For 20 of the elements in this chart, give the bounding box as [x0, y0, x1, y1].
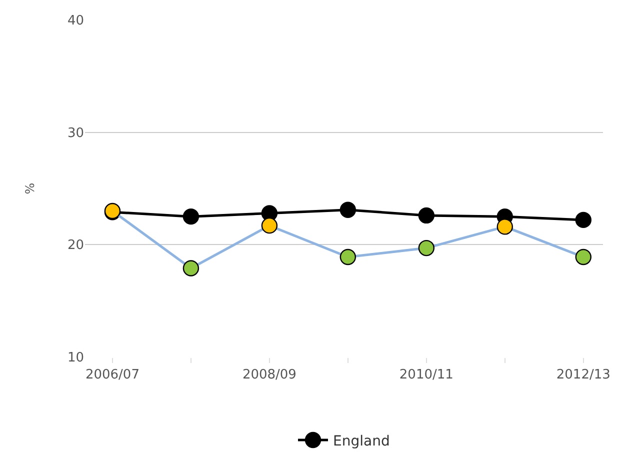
x-tick-label: 2010/11	[399, 368, 454, 383]
x-tick-label: 2008/09	[242, 368, 296, 383]
point	[182, 260, 200, 276]
y-tick-label: 20	[67, 238, 84, 254]
y-tick-label: 10	[67, 350, 84, 366]
point	[496, 218, 513, 235]
y-tick-label: 40	[67, 14, 84, 29]
y-axis-title: %	[22, 182, 37, 194]
legend-label: England	[333, 433, 390, 450]
x-tick-label: 2012/13	[556, 368, 610, 383]
point	[261, 217, 278, 234]
point	[575, 248, 592, 266]
point	[418, 207, 435, 224]
point	[340, 248, 356, 266]
y-tick-label: 30	[67, 126, 84, 141]
x-tick-label: 2006/07	[85, 368, 140, 383]
point	[575, 212, 592, 228]
point	[418, 240, 435, 256]
point	[182, 208, 200, 225]
point	[340, 202, 356, 218]
